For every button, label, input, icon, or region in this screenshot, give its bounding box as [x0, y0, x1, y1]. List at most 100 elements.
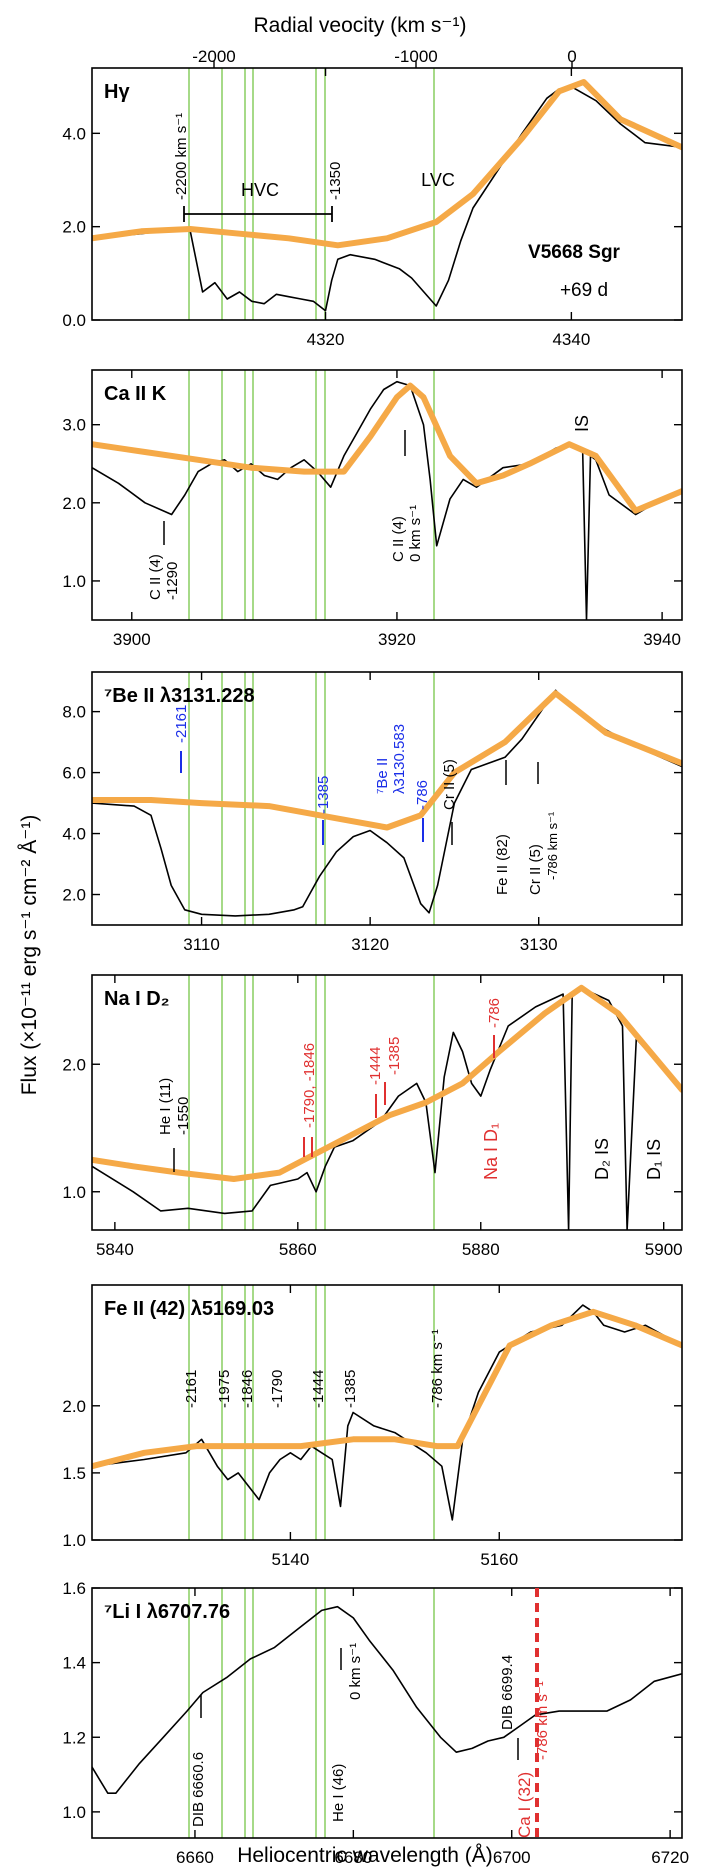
- velocity-label: -1790: [269, 1370, 286, 1408]
- fit-curve: [92, 1308, 682, 1470]
- x-tick-label: 6660: [176, 1848, 214, 1867]
- velocity-label: -786: [486, 998, 503, 1028]
- y-tick-label: 8.0: [62, 703, 86, 722]
- velocity-label: -1790, -1846: [301, 1043, 318, 1128]
- top-axis-title: Radial veocity (km s⁻¹): [254, 14, 467, 37]
- y-tick-label: 1.2: [62, 1728, 86, 1747]
- hvc-label: HVC: [241, 180, 279, 200]
- x-tick-label: 4340: [552, 330, 590, 349]
- velocity-label: -2161: [173, 705, 190, 743]
- x-tick-label: 6700: [493, 1848, 531, 1867]
- observed-spectrum: [92, 689, 682, 917]
- observed-spectrum: [92, 1304, 682, 1521]
- velocity-label: -786 km s⁻¹: [534, 1681, 551, 1760]
- y-tick-label: 1.0: [62, 1183, 86, 1202]
- y-tick-label: 2.0: [62, 1055, 86, 1074]
- panel-frame: [91, 1587, 683, 1839]
- velocity-label: -1385: [342, 1370, 359, 1408]
- star-name: V5668 Sgr: [528, 242, 620, 263]
- velocity-label: -1290: [164, 562, 181, 600]
- cii-label: C II (4): [147, 554, 164, 600]
- x-tick-label: 3110: [183, 935, 220, 954]
- y-tick-label: 2.0: [62, 218, 86, 237]
- y-tick-label: 4.0: [62, 825, 86, 844]
- feii-label: Fe II (82): [494, 834, 511, 895]
- panel-frame: [91, 67, 683, 321]
- y-tick-label: 1.0: [62, 1803, 86, 1822]
- cai-label: Ca I (32): [515, 1772, 534, 1838]
- y-tick-label: 0.0: [62, 311, 86, 330]
- d2-is-label: D₂ IS: [592, 1138, 612, 1180]
- x-tick-label: 5900: [645, 1240, 683, 1259]
- epoch-label: +69 d: [560, 280, 608, 301]
- velocity-label: -786 km s⁻¹: [429, 1329, 446, 1408]
- x-tick-label: 5160: [480, 1550, 518, 1569]
- panel-title: Hγ: [104, 81, 130, 103]
- fit-curve: [92, 79, 682, 249]
- velocity-label: -1385: [386, 1037, 403, 1075]
- velocity-label: -1550: [175, 1097, 192, 1135]
- lvc-label: LVC: [421, 170, 455, 190]
- observed-spectrum: [92, 1605, 682, 1794]
- y-tick-label: 1.6: [62, 1579, 86, 1598]
- be-line-label: λ3130.583: [391, 724, 408, 794]
- velocity-label: -1975: [216, 1370, 233, 1408]
- y-axis-title: Flux (×10⁻¹¹ erg s⁻¹ cm⁻² Å⁻¹): [18, 815, 41, 1096]
- y-tick-label: 2.0: [62, 1397, 86, 1416]
- bottom-axis-title: Heliocentric wavelength (Å): [237, 1844, 493, 1867]
- fit-curve: [92, 690, 682, 831]
- dib-label: DIB 6660.6: [190, 1752, 207, 1827]
- y-tick-label: 1.0: [62, 572, 86, 591]
- x-tick-label: 6720: [651, 1848, 689, 1867]
- y-tick-label: 6.0: [62, 764, 86, 783]
- x-tick-label: 5140: [271, 1550, 309, 1569]
- velocity-label: -1350: [327, 162, 344, 200]
- velocity-label: -2161: [183, 1370, 200, 1408]
- x-tick-label: 6680: [334, 1848, 372, 1867]
- panel-title: Fe II (42) λ5169.03: [104, 1298, 274, 1320]
- panel-frame: [91, 671, 683, 926]
- d1-is-label: D₁ IS: [644, 1139, 664, 1180]
- be-line-label: ⁷Be II: [374, 758, 391, 794]
- y-tick-label: 2.0: [62, 886, 86, 905]
- velocity-label: -786 km s⁻¹: [545, 811, 560, 880]
- crii-label: Cr II (5): [441, 759, 458, 810]
- y-tick-label: 4.0: [62, 124, 86, 143]
- y-tick-label: 3.0: [62, 416, 86, 435]
- x-tick-label: 3900: [113, 630, 151, 649]
- panel-frame: [91, 1284, 683, 1541]
- x-tick-label: 3920: [378, 630, 416, 649]
- nad1-label: Na I D₁: [481, 1123, 501, 1180]
- x-tick-label: 4320: [307, 330, 345, 349]
- x-tick-label: 5880: [462, 1240, 500, 1259]
- x-tick-label: 3940: [643, 630, 681, 649]
- cii-label: C II (4): [390, 516, 407, 562]
- velocity-label: -1444: [367, 1047, 384, 1085]
- fit-curve: [92, 984, 682, 1182]
- x-tick-label: 5860: [279, 1240, 317, 1259]
- velocity-label: -2200 km s⁻¹: [173, 113, 190, 200]
- crii-label: Cr II (5): [527, 844, 544, 895]
- y-tick-label: 1.4: [62, 1654, 86, 1673]
- y-tick-label: 1.5: [62, 1464, 86, 1483]
- panel-frame: [91, 369, 683, 621]
- is-label: IS: [572, 415, 592, 432]
- panel-frame: [91, 974, 683, 1231]
- panel-title: Na I D₂: [104, 988, 170, 1010]
- y-tick-label: 2.0: [62, 494, 86, 513]
- velocity-label: -1385: [315, 776, 332, 814]
- top-tick-0: 0: [567, 47, 576, 66]
- velocity-label: -786: [414, 780, 431, 810]
- velocity-label: 0 km s⁻¹: [407, 505, 424, 562]
- observed-spectrum: [92, 85, 682, 312]
- y-tick-label: 1.0: [62, 1531, 86, 1550]
- top-tick-2000: -2000: [192, 47, 235, 66]
- hei-label: He I (11): [157, 1078, 174, 1135]
- top-tick-1000: -1000: [394, 47, 437, 66]
- x-tick-label: 5840: [96, 1240, 134, 1259]
- dib-label: DIB 6699.4: [499, 1655, 516, 1730]
- panel-title: ⁷Li I λ6707.76: [104, 1601, 230, 1623]
- hei-label: He I (46): [330, 1764, 347, 1822]
- fit-curve: [92, 382, 682, 514]
